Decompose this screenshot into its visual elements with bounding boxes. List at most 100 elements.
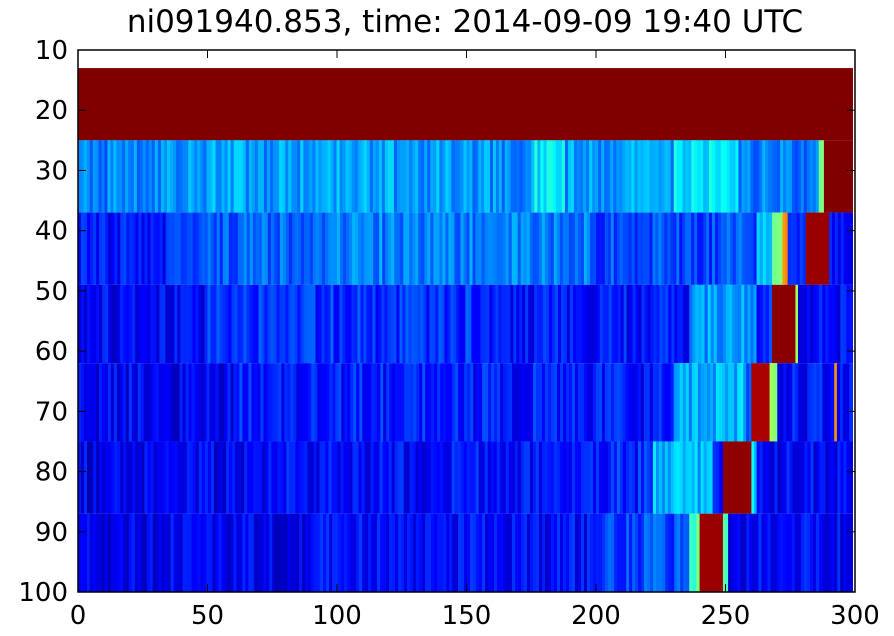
- heatmap-stripe: [478, 212, 483, 285]
- heatmap-stripe: [634, 140, 639, 213]
- heatmap-stripe: [102, 212, 106, 285]
- heatmap-stripe: [177, 284, 181, 364]
- heatmap-stripe: [783, 441, 788, 514]
- heatmap-stripe: [239, 140, 244, 213]
- heatmap-stripe: [566, 513, 570, 592]
- heatmap-stripe: [702, 68, 706, 141]
- heatmap-stripe: [771, 68, 775, 141]
- heatmap-stripe: [390, 284, 395, 364]
- heatmap-stripe: [787, 212, 792, 285]
- heatmap-stripe: [544, 212, 549, 285]
- heatmap-stripe: [575, 363, 579, 442]
- heatmap-stripe: [114, 68, 118, 141]
- heatmap-stripe: [501, 140, 506, 213]
- heatmap-stripe: [731, 513, 735, 592]
- heatmap-cell: [259, 441, 597, 514]
- heatmap-stripe: [421, 212, 425, 285]
- heatmap-stripe: [759, 441, 764, 514]
- heatmap-stripe: [539, 363, 543, 442]
- heatmap-stripe: [494, 363, 498, 442]
- heatmap-stripe: [255, 68, 259, 141]
- heatmap-stripe: [478, 441, 483, 514]
- heatmap-stripe: [463, 212, 468, 285]
- heatmap-stripe: [829, 212, 833, 285]
- heatmap-stripe: [583, 212, 588, 285]
- heatmap-stripe: [207, 212, 212, 285]
- heatmap-stripe: [147, 284, 151, 364]
- heatmap-stripe: [275, 513, 279, 592]
- heatmap-stripe: [222, 212, 227, 285]
- heatmap-stripe: [680, 513, 684, 592]
- heatmap-stripe: [768, 140, 772, 213]
- heatmap-stripe: [549, 284, 553, 364]
- heatmap-stripe: [623, 284, 628, 364]
- heatmap-stripe: [306, 212, 311, 285]
- heatmap-stripe: [180, 441, 185, 514]
- heatmap-stripe: [84, 441, 88, 514]
- heatmap-stripe: [568, 441, 573, 514]
- heatmap-stripe: [239, 513, 243, 592]
- heatmap-stripe: [725, 513, 729, 592]
- heatmap-stripe: [822, 363, 826, 442]
- heatmap-stripe: [198, 68, 202, 141]
- heatmap-stripe: [594, 68, 598, 141]
- heatmap-stripe: [533, 513, 537, 592]
- heatmap-stripe: [614, 513, 618, 592]
- heatmap-stripe: [195, 284, 200, 364]
- heatmap-stripe: [324, 212, 329, 285]
- heatmap-stripe: [407, 363, 411, 442]
- heatmap-stripe: [599, 441, 603, 514]
- heatmap-stripe: [536, 363, 540, 442]
- heatmap-stripe: [189, 284, 194, 364]
- heatmap-stripe: [683, 513, 687, 592]
- heatmap-stripe: [284, 513, 288, 592]
- heatmap-stripe: [429, 68, 433, 141]
- heatmap-stripe: [771, 441, 776, 514]
- heatmap-stripe: [480, 68, 484, 141]
- heatmap-stripe: [700, 363, 705, 442]
- heatmap-stripe: [668, 513, 672, 592]
- heatmap-stripe: [365, 363, 369, 442]
- heatmap-stripe: [822, 441, 827, 514]
- heatmap-stripe: [756, 284, 761, 364]
- heatmap-stripe: [745, 441, 749, 514]
- heatmap-stripe: [327, 68, 331, 141]
- heatmap-stripe: [206, 513, 211, 592]
- heatmap-stripe: [685, 140, 690, 213]
- heatmap-stripe: [822, 68, 826, 141]
- heatmap-stripe: [425, 363, 429, 442]
- heatmap-stripe: [412, 212, 416, 285]
- heatmap-stripe: [242, 140, 247, 213]
- heatmap-stripe: [362, 513, 366, 592]
- heatmap-stripe: [276, 68, 280, 141]
- heatmap-stripe: [528, 68, 532, 141]
- heatmap-cell: [78, 140, 144, 213]
- heatmap-stripe: [324, 140, 329, 213]
- heatmap-stripe: [424, 212, 428, 285]
- heatmap-stripe: [92, 140, 97, 213]
- heatmap-stripe: [616, 212, 621, 285]
- heatmap-stripe: [744, 284, 748, 364]
- heatmap-stripe: [153, 441, 158, 514]
- heatmap-stripe: [518, 363, 522, 442]
- heatmap-stripe: [108, 441, 112, 514]
- heatmap-stripe: [581, 513, 585, 592]
- heatmap-stripe: [544, 441, 549, 514]
- x-tick-label: 0: [70, 601, 87, 631]
- heatmap-stripe: [294, 68, 298, 141]
- heatmap-stripe: [107, 140, 111, 213]
- heatmap-stripe: [162, 284, 166, 364]
- heatmap-stripe: [312, 68, 316, 141]
- heatmap-stripe: [751, 363, 756, 442]
- heatmap-stripe: [350, 513, 354, 592]
- heatmap-stripe: [513, 68, 517, 141]
- heatmap-stripe: [477, 68, 481, 141]
- heatmap-stripe: [640, 140, 645, 213]
- heatmap-stripe: [225, 68, 229, 141]
- heatmap-stripe: [794, 513, 799, 592]
- heatmap-stripe: [83, 513, 88, 592]
- heatmap-stripe: [822, 284, 826, 364]
- heatmap-stripe: [317, 513, 321, 592]
- heatmap-stripe: [735, 140, 740, 213]
- heatmap-stripe: [173, 513, 178, 592]
